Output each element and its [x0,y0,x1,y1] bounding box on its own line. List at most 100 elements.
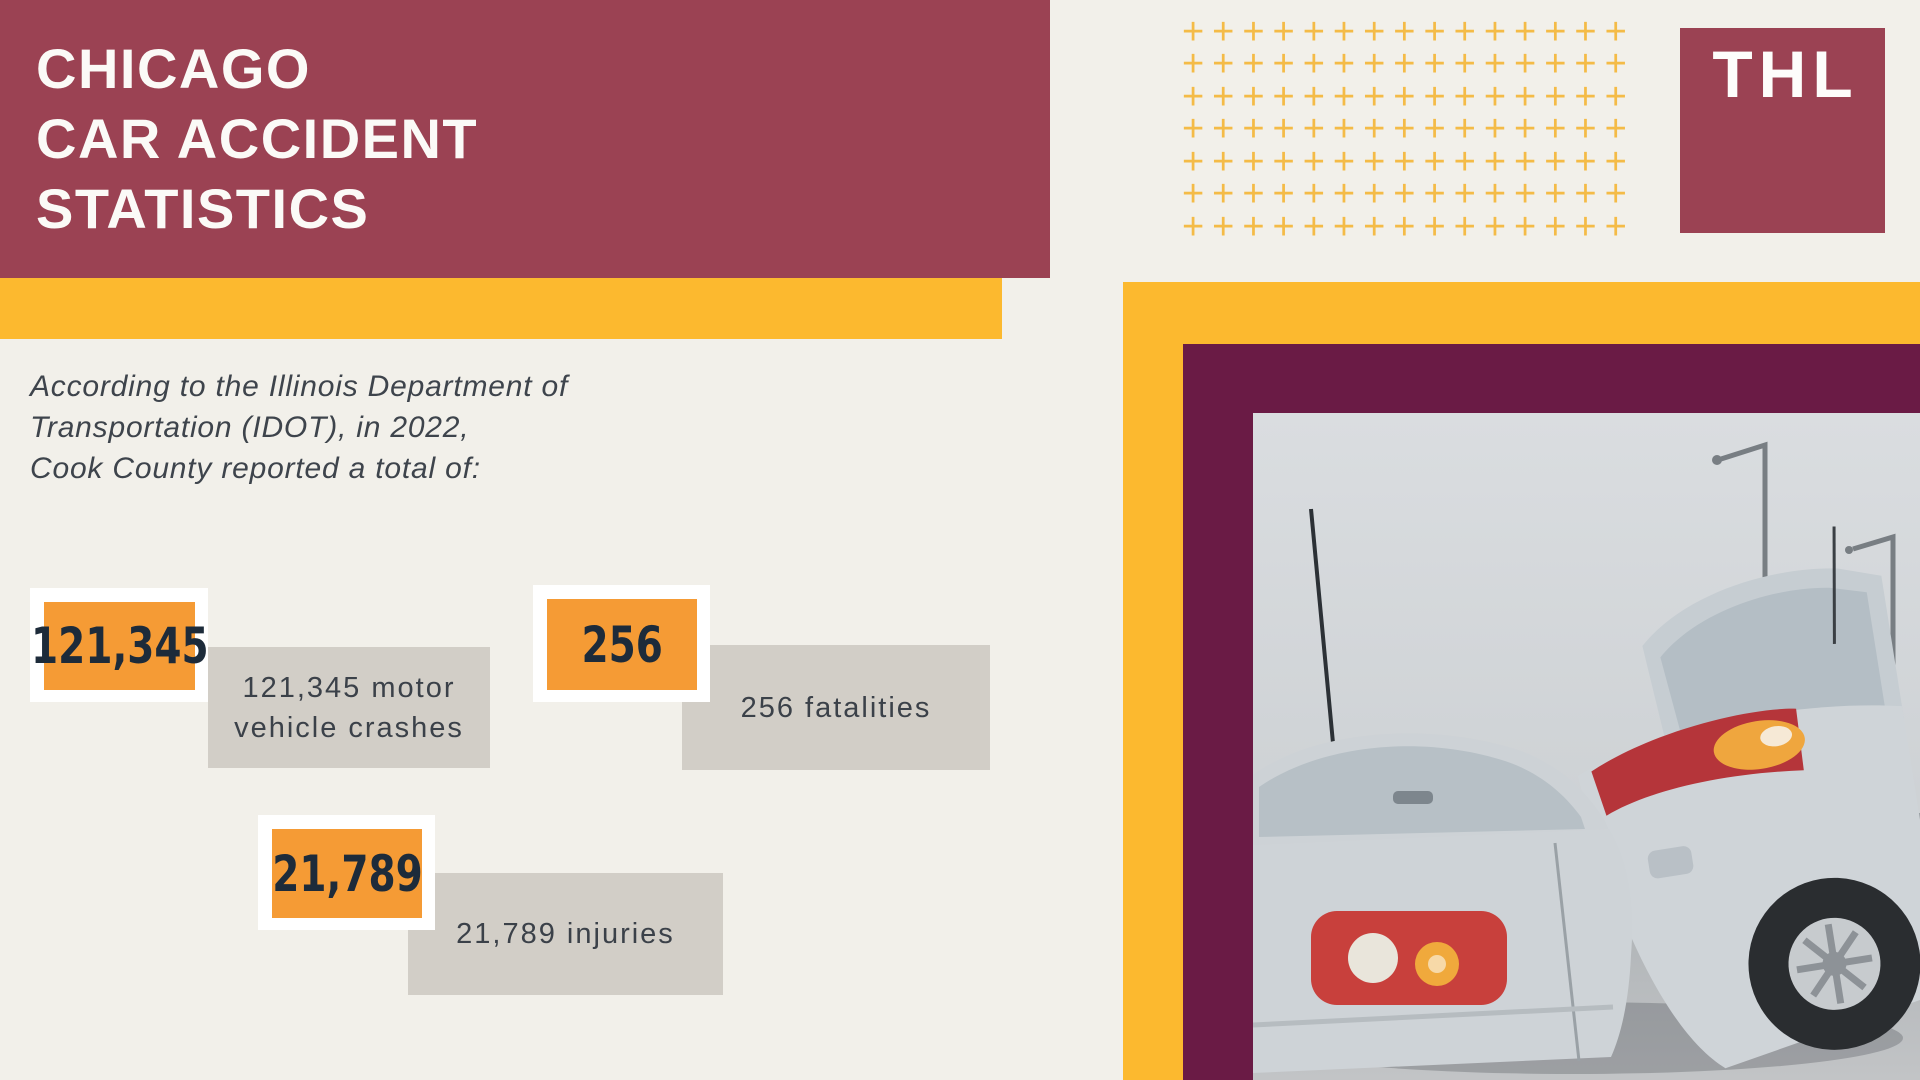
plus-icon: + [1272,10,1295,53]
plus-icon: + [1393,108,1416,151]
plus-icon: + [1514,140,1537,183]
plus-icon: + [1514,10,1537,53]
stat-label-text: 256 fatalities [740,691,932,724]
plus-icon: + [1242,43,1265,86]
stat-value-box: 256 [547,599,697,690]
plus-icon: + [1544,108,1567,151]
stat-label-crashes: 121,345 motor vehicle crashes [208,647,490,768]
plus-icon: + [1423,43,1446,86]
plus-icon: + [1181,205,1205,248]
plus-icon: + [1514,108,1537,151]
plus-icon: + [1514,43,1537,86]
plus-icon: + [1453,173,1476,216]
plus-icon: + [1212,10,1235,53]
title-line-3: STATISTICS [36,177,370,240]
plus-icon: + [1302,140,1325,183]
plus-icon: + [1363,140,1386,183]
plus-icon: + [1574,75,1597,118]
plus-icon: + [1302,43,1325,86]
plus-icon: + [1393,140,1416,183]
plus-icon: + [1332,205,1356,248]
plus-icon: + [1604,173,1627,216]
intro-line-3: Cook County reported a total of: [30,452,481,485]
title-line-1: CHICAGO [36,37,311,100]
plus-icon: + [1363,10,1386,53]
plus-icon: + [1302,205,1325,248]
plus-icon: + [1393,75,1416,118]
plus-icon: + [1212,205,1235,248]
plus-icon: + [1453,43,1476,86]
plus-icon: + [1423,108,1446,151]
plus-icon: + [1483,10,1507,53]
plus-icon: + [1212,43,1235,86]
plus-grid: + + + + + + + + + + + + + + + + + + + + + + + + + + + + + + + + + + + + + + + +… [1178,10,1631,248]
plus-icon: + [1423,75,1446,118]
plus-icon: + [1363,75,1386,118]
plus-icon: + [1393,173,1416,216]
plus-icon: + [1272,205,1295,248]
stat-label-fatalities: 256 fatalities [682,645,990,770]
stat-label-text: 21,789 injuries [456,918,675,950]
car-right [1577,526,1920,1069]
plus-icon: + [1363,108,1386,151]
plus-icon: + [1574,205,1597,248]
plus-icon: + [1332,173,1356,216]
plus-icon: + [1483,205,1507,248]
plus-icon: + [1302,10,1325,53]
plus-icon: + [1604,75,1627,118]
thl-logo: THL [1680,28,1885,233]
plus-icon: + [1181,75,1205,118]
plus-icon: + [1483,43,1507,86]
plus-icon: + [1544,173,1567,216]
plus-icon: + [1212,108,1235,151]
plus-icon: + [1363,173,1386,216]
car-left [1253,508,1633,1073]
stat-label-injuries: 21,789 injuries [408,873,723,995]
intro-line-1: According to the Illinois Department of [30,370,569,403]
plus-icon: + [1242,173,1265,216]
plus-icon: + [1544,10,1567,53]
plus-icon: + [1483,140,1507,183]
intro-text: According to the Illinois Department of … [30,366,568,489]
plus-icon: + [1181,10,1205,53]
plus-icon: + [1423,205,1446,248]
plus-icon: + [1423,10,1446,53]
plus-icon: + [1453,205,1476,248]
plus-icon: + [1604,140,1627,183]
title-block: CHICAGO CAR ACCIDENT STATISTICS [0,0,1050,278]
plus-icon: + [1423,173,1446,216]
plus-icon: + [1332,43,1356,86]
title-line-2: CAR ACCIDENT [36,107,479,170]
title-underline-bar [0,278,1002,339]
plus-icon: + [1212,173,1235,216]
plus-icon: + [1272,43,1295,86]
plus-icon: + [1604,205,1627,248]
plus-icon: + [1272,75,1295,118]
intro-line-2: Transportation (IDOT), in 2022, [30,411,470,444]
plus-icon: + [1302,108,1325,151]
plus-icon: + [1393,10,1416,53]
plus-icon: + [1363,205,1386,248]
page-title: CHICAGO CAR ACCIDENT STATISTICS [0,0,1050,244]
plus-icon: + [1574,10,1597,53]
plus-icon: + [1453,10,1476,53]
plus-icon: + [1181,108,1205,151]
stat-value-injuries: 21,789 [271,844,423,903]
plus-icon: + [1332,10,1356,53]
stat-box-injuries: 21,789 [258,815,435,930]
stat-value-box: 21,789 [272,829,422,918]
plus-icon: + [1544,43,1567,86]
plus-icon: + [1544,75,1567,118]
plus-icon: + [1453,108,1476,151]
plus-icon: + [1332,108,1356,151]
plus-icon: + [1332,140,1356,183]
plus-icon: + [1393,43,1416,86]
plus-icon: + [1483,173,1507,216]
plus-icon: + [1332,75,1356,118]
plus-icon: + [1453,140,1476,183]
plus-icon: + [1604,10,1627,53]
plus-icon: + [1574,140,1597,183]
plus-icon: + [1181,43,1205,86]
stat-value-crashes: 121,345 [30,617,209,675]
